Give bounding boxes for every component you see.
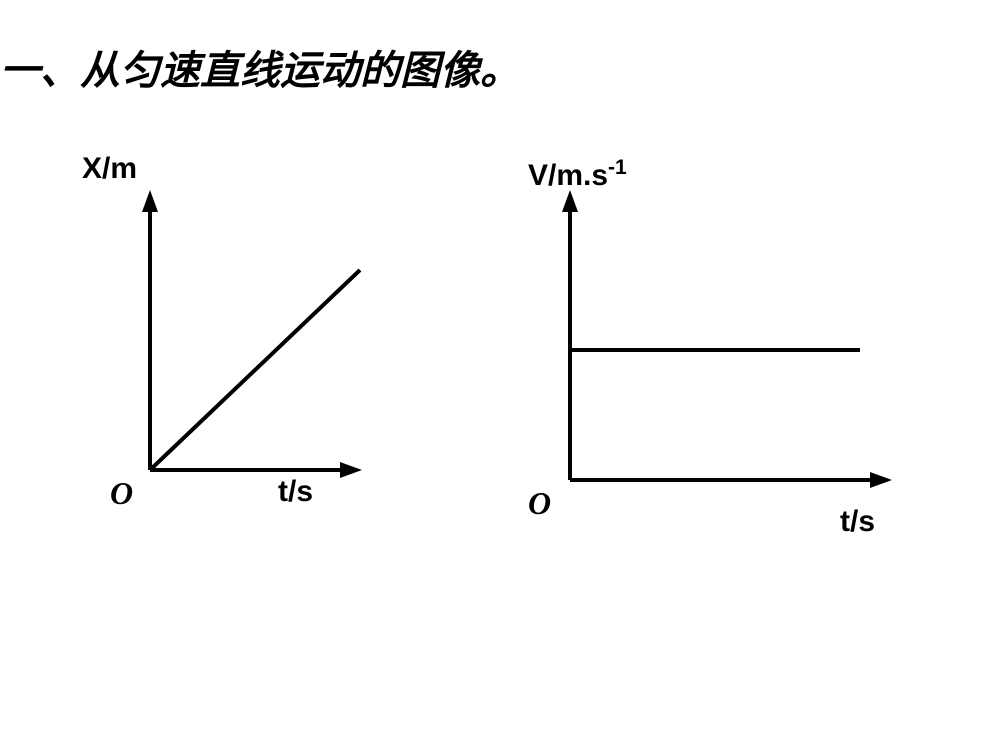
origin-label-right: O [528,485,551,522]
x-axis-label-left: t/s [278,475,313,509]
origin-label-left: O [110,475,133,512]
y-axis-label-right: V/m.s-1 [528,156,627,193]
chart-position-time: X/m O t/s [100,160,390,520]
chart-velocity-time: V/m.s-1 O t/s [500,160,920,540]
page-title: 一、从匀速直线运动的图像。 [0,38,520,96]
chart-right-svg [500,160,920,540]
x-axis-label-right: t/s [840,505,875,539]
y-axis-label-left: X/m [82,152,137,186]
chart-left-svg [100,160,390,520]
